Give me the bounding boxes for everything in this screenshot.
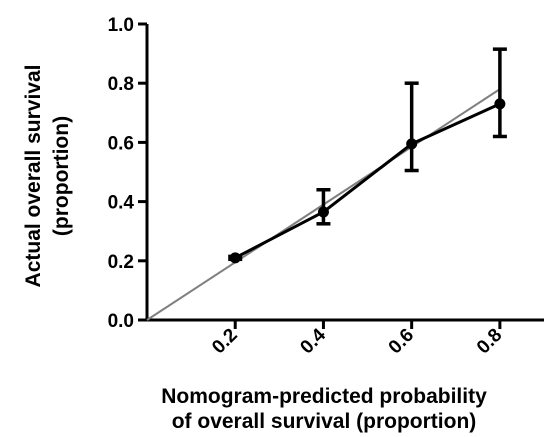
data-point <box>317 206 329 218</box>
x-tick-label: 0.8 <box>473 325 507 359</box>
y-tick-label: 0.4 <box>108 193 135 214</box>
x-axis-label-line-1: Nomogram-predicted probability <box>161 385 487 408</box>
y-tick-label: 0.6 <box>108 133 134 154</box>
y-axis-label-line-1: Actual overall survival <box>22 65 45 288</box>
y-tick-label: 0.2 <box>108 252 134 273</box>
plot-area: 0.0 0.2 0.4 0.6 0.8 1.0 0.2 0.4 0.6 0.8 <box>108 15 544 358</box>
x-tick-label: 0.6 <box>385 325 419 359</box>
data-point <box>406 138 418 150</box>
y-axis-label: Actual overall survival (proportion) <box>22 65 73 288</box>
series-line <box>234 102 501 260</box>
data-point <box>229 252 241 264</box>
y-tick-label: 1.0 <box>108 15 134 36</box>
x-tick-label: 0.4 <box>296 324 330 358</box>
y-tick-label: 0.0 <box>108 311 134 332</box>
data-point <box>494 98 506 110</box>
y-tick-label: 0.8 <box>108 74 134 95</box>
x-axis-label-line-2: of overall survival (proportion) <box>172 410 477 433</box>
y-axis-label-line-2: (proportion) <box>50 116 73 236</box>
x-tick-label: 0.2 <box>208 325 242 359</box>
